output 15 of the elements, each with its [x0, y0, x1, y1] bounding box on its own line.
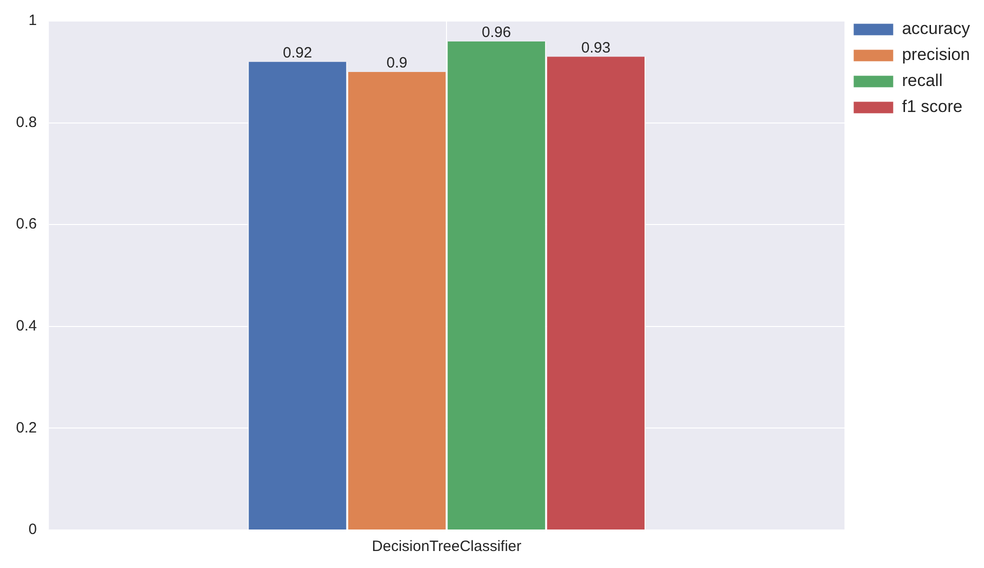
y-tick-label: 0.8: [16, 114, 37, 131]
data-label: 0.9: [386, 54, 408, 72]
data-label: 0.93: [581, 39, 610, 56]
legend-label: precision: [902, 45, 970, 64]
y-tick-label: 0.2: [16, 419, 37, 436]
legend-label: accuracy: [902, 19, 970, 38]
y-tick-label: 0.6: [16, 216, 37, 233]
data-label: 0.92: [282, 44, 312, 62]
y-tick-label: 1: [28, 12, 37, 30]
y-tick-label: 0: [28, 521, 37, 538]
legend-label: recall: [902, 71, 943, 90]
x-tick-label: DecisionTreeClassifier: [372, 538, 522, 556]
data-label: 0.96: [482, 24, 511, 41]
y-tick-label: 0.4: [16, 318, 37, 335]
legend-label: f1 score: [902, 97, 962, 116]
